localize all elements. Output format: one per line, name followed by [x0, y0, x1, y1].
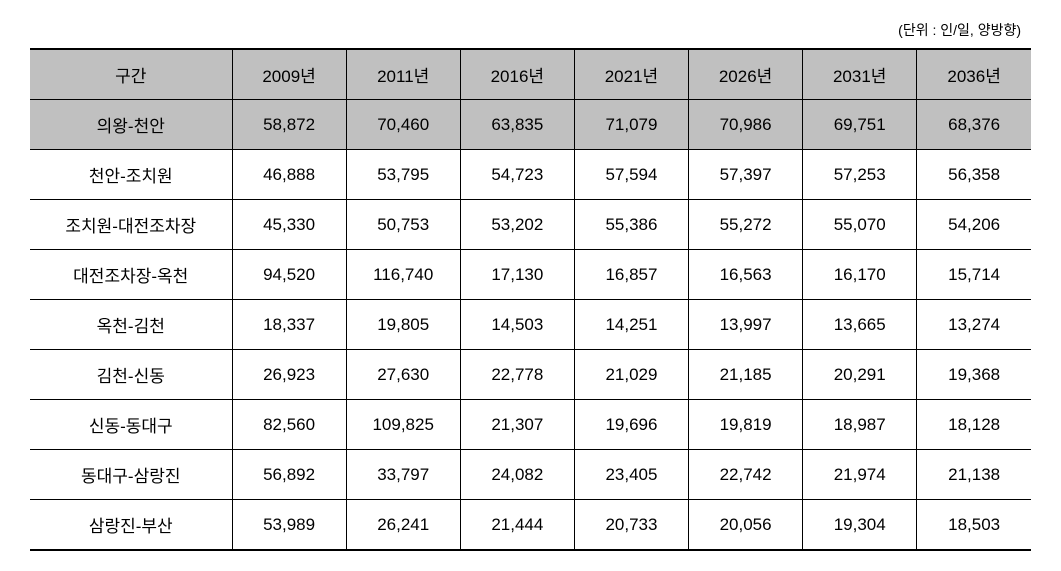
- cell-value: 46,888: [232, 150, 346, 200]
- cell-value: 14,503: [460, 300, 574, 350]
- row-label: 천안-조치원: [30, 150, 232, 200]
- cell-value: 18,503: [917, 500, 1031, 551]
- cell-value: 26,923: [232, 350, 346, 400]
- cell-value: 17,130: [460, 250, 574, 300]
- cell-value: 19,368: [917, 350, 1031, 400]
- cell-value: 71,079: [574, 100, 688, 150]
- cell-value: 116,740: [346, 250, 460, 300]
- header-year-0: 2009년: [232, 49, 346, 100]
- table-row: 대전조차장-옥천94,520116,74017,13016,85716,5631…: [30, 250, 1031, 300]
- cell-value: 55,386: [574, 200, 688, 250]
- cell-value: 16,857: [574, 250, 688, 300]
- header-year-4: 2026년: [689, 49, 803, 100]
- row-label: 신동-동대구: [30, 400, 232, 450]
- table-row: 조치원-대전조차장45,33050,75353,20255,38655,2725…: [30, 200, 1031, 250]
- cell-value: 20,291: [803, 350, 917, 400]
- cell-value: 50,753: [346, 200, 460, 250]
- cell-value: 18,128: [917, 400, 1031, 450]
- cell-value: 45,330: [232, 200, 346, 250]
- cell-value: 23,405: [574, 450, 688, 500]
- cell-value: 19,805: [346, 300, 460, 350]
- cell-value: 33,797: [346, 450, 460, 500]
- cell-value: 21,029: [574, 350, 688, 400]
- cell-value: 57,594: [574, 150, 688, 200]
- row-label: 대전조차장-옥천: [30, 250, 232, 300]
- cell-value: 70,986: [689, 100, 803, 150]
- row-label: 옥천-김천: [30, 300, 232, 350]
- row-label: 동대구-삼랑진: [30, 450, 232, 500]
- cell-value: 94,520: [232, 250, 346, 300]
- cell-value: 55,272: [689, 200, 803, 250]
- cell-value: 58,872: [232, 100, 346, 150]
- cell-value: 55,070: [803, 200, 917, 250]
- cell-value: 20,056: [689, 500, 803, 551]
- cell-value: 20,733: [574, 500, 688, 551]
- cell-value: 57,397: [689, 150, 803, 200]
- cell-value: 82,560: [232, 400, 346, 450]
- row-label: 김천-신동: [30, 350, 232, 400]
- cell-value: 13,997: [689, 300, 803, 350]
- header-year-5: 2031년: [803, 49, 917, 100]
- cell-value: 21,974: [803, 450, 917, 500]
- header-year-1: 2011년: [346, 49, 460, 100]
- table-row: 김천-신동26,92327,63022,77821,02921,18520,29…: [30, 350, 1031, 400]
- cell-value: 56,892: [232, 450, 346, 500]
- cell-value: 70,460: [346, 100, 460, 150]
- cell-value: 54,723: [460, 150, 574, 200]
- cell-value: 68,376: [917, 100, 1031, 150]
- cell-value: 57,253: [803, 150, 917, 200]
- header-year-6: 2036년: [917, 49, 1031, 100]
- cell-value: 63,835: [460, 100, 574, 150]
- cell-value: 19,696: [574, 400, 688, 450]
- cell-value: 69,751: [803, 100, 917, 150]
- unit-label: (단위 : 인/일, 양방향): [30, 20, 1031, 40]
- cell-value: 19,819: [689, 400, 803, 450]
- cell-value: 21,185: [689, 350, 803, 400]
- cell-value: 109,825: [346, 400, 460, 450]
- table-row: 동대구-삼랑진56,89233,79724,08223,40522,74221,…: [30, 450, 1031, 500]
- cell-value: 18,987: [803, 400, 917, 450]
- table-row: 옥천-김천18,33719,80514,50314,25113,99713,66…: [30, 300, 1031, 350]
- cell-value: 22,778: [460, 350, 574, 400]
- cell-value: 18,337: [232, 300, 346, 350]
- cell-value: 21,307: [460, 400, 574, 450]
- cell-value: 14,251: [574, 300, 688, 350]
- cell-value: 13,274: [917, 300, 1031, 350]
- table-row: 천안-조치원46,88853,79554,72357,59457,39757,2…: [30, 150, 1031, 200]
- header-year-2: 2016년: [460, 49, 574, 100]
- table-row: 삼랑진-부산53,98926,24121,44420,73320,05619,3…: [30, 500, 1031, 551]
- header-year-3: 2021년: [574, 49, 688, 100]
- table-header: 구간 2009년 2011년 2016년 2021년 2026년 2031년 2…: [30, 49, 1031, 100]
- header-row: 구간 2009년 2011년 2016년 2021년 2026년 2031년 2…: [30, 49, 1031, 100]
- data-table: 구간 2009년 2011년 2016년 2021년 2026년 2031년 2…: [30, 48, 1031, 551]
- row-label: 삼랑진-부산: [30, 500, 232, 551]
- cell-value: 16,170: [803, 250, 917, 300]
- cell-value: 53,202: [460, 200, 574, 250]
- cell-value: 53,989: [232, 500, 346, 551]
- cell-value: 15,714: [917, 250, 1031, 300]
- cell-value: 21,444: [460, 500, 574, 551]
- cell-value: 19,304: [803, 500, 917, 551]
- table-row: 신동-동대구82,560109,82521,30719,69619,81918,…: [30, 400, 1031, 450]
- cell-value: 54,206: [917, 200, 1031, 250]
- cell-value: 26,241: [346, 500, 460, 551]
- table-body: 의왕-천안58,87270,46063,83571,07970,98669,75…: [30, 100, 1031, 551]
- row-label: 의왕-천안: [30, 100, 232, 150]
- cell-value: 53,795: [346, 150, 460, 200]
- header-section: 구간: [30, 49, 232, 100]
- cell-value: 16,563: [689, 250, 803, 300]
- table-row: 의왕-천안58,87270,46063,83571,07970,98669,75…: [30, 100, 1031, 150]
- cell-value: 56,358: [917, 150, 1031, 200]
- cell-value: 24,082: [460, 450, 574, 500]
- row-label: 조치원-대전조차장: [30, 200, 232, 250]
- cell-value: 27,630: [346, 350, 460, 400]
- cell-value: 21,138: [917, 450, 1031, 500]
- cell-value: 13,665: [803, 300, 917, 350]
- cell-value: 22,742: [689, 450, 803, 500]
